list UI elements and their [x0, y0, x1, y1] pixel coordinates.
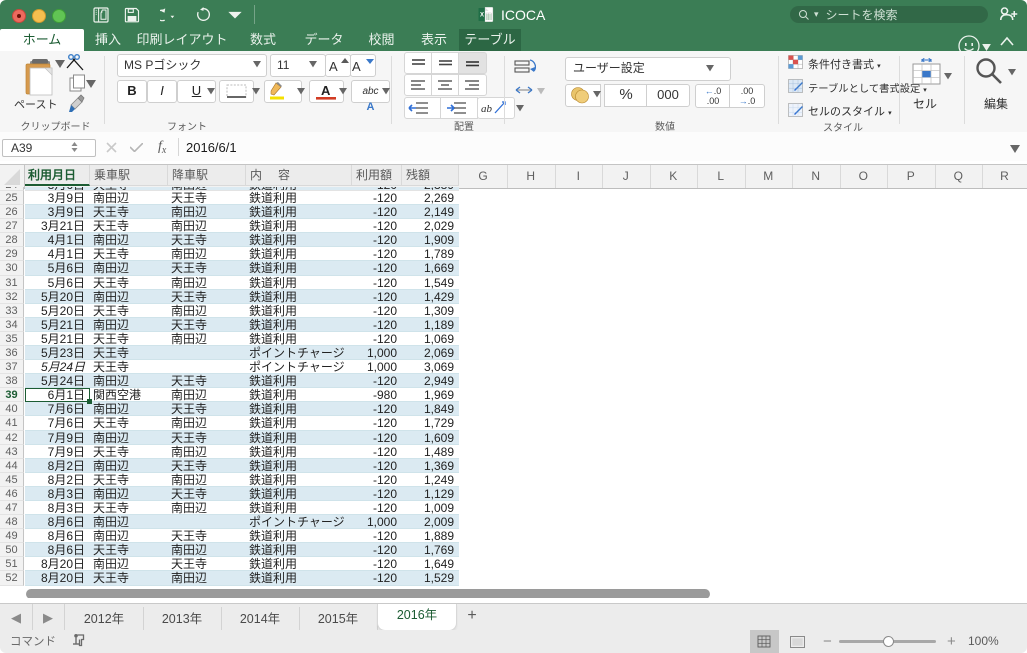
- svg-text:A: A: [321, 83, 331, 98]
- svg-text:ab: ab: [481, 103, 493, 115]
- svg-text:A: A: [329, 59, 338, 74]
- svg-text:X: X: [480, 12, 484, 18]
- svg-text:A: A: [352, 59, 361, 74]
